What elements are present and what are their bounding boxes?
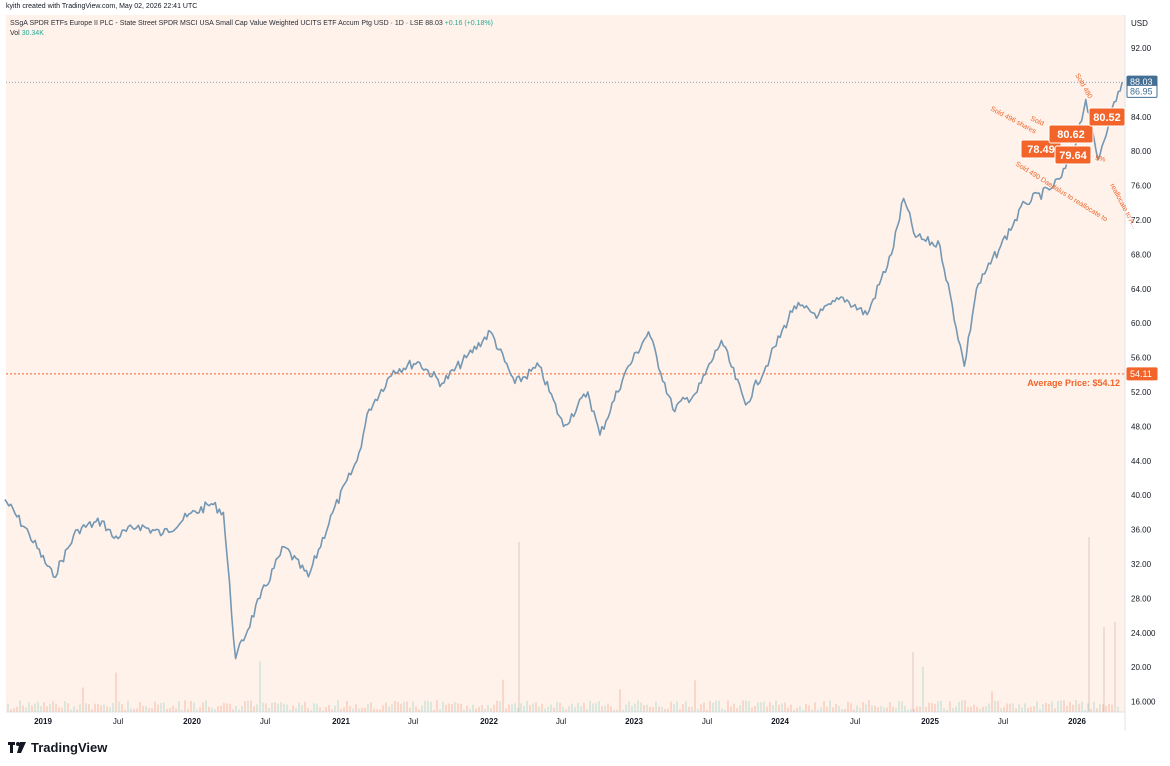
time-axis: 2019 Jul 2020 Jul 2021 Jul 2022 Jul 2023 Jul 2024 J… xyxy=(34,717,1086,726)
annotation-badge-label: 78.49 xyxy=(1027,144,1055,156)
x-tick-label: 2026 xyxy=(1068,717,1086,726)
price-tag-bg xyxy=(1126,367,1158,381)
trade-annotations: Sold 490 Daedalus to reallocate to Sold 4… xyxy=(989,73,1138,231)
y-tick-label: 84.00 xyxy=(1131,113,1152,122)
y-tick-label: 36.00 xyxy=(1131,526,1152,535)
price-series-line xyxy=(4,81,1123,660)
y-tick-label: 64.00 xyxy=(1131,285,1152,294)
y-tick-label: 76.00 xyxy=(1131,182,1152,191)
average-price-label: Average Price: $54.12 xyxy=(1027,378,1120,388)
x-tick-label: Jul xyxy=(260,717,270,726)
x-tick-label: 2021 xyxy=(332,717,350,726)
chart-caption: kyith created with TradingView.com, May … xyxy=(6,3,198,10)
price-tag-bg xyxy=(1126,84,1158,98)
annotation-badge[interactable]: 80.62 xyxy=(1048,124,1094,144)
y-tick-label: 68.00 xyxy=(1131,250,1152,259)
y-tick-label: 48.00 xyxy=(1131,422,1152,431)
symbol-title: SSgA SPDR ETFs Europe II PLC - State Str… xyxy=(10,20,424,27)
annotation-badge-bg xyxy=(1048,124,1094,144)
x-tick-label: Jul xyxy=(408,717,418,726)
x-tick-label: 2022 xyxy=(480,717,498,726)
annotation-badge-label: 80.52 xyxy=(1093,112,1121,124)
plot-area[interactable] xyxy=(6,15,1125,712)
y-tick-label: 56.00 xyxy=(1131,354,1152,363)
price-tag-label: 86.95 xyxy=(1130,86,1153,96)
annotation-badge[interactable]: 80.52 xyxy=(1088,107,1126,127)
volume-legend: Vol 30.34K xyxy=(10,30,44,37)
y-tick-label: 40.00 xyxy=(1131,491,1152,500)
x-tick-label: Jul xyxy=(850,717,860,726)
y-tick-label: 72.00 xyxy=(1131,216,1152,225)
x-tick-label: Jul xyxy=(113,717,123,726)
annotation-badge-label: 80.62 xyxy=(1057,129,1085,141)
tradingview-brand: TradingView xyxy=(31,740,108,755)
x-tick-label: 2024 xyxy=(771,717,789,726)
x-tick-label: Jul xyxy=(998,717,1008,726)
y-tick-label: 60.00 xyxy=(1131,319,1152,328)
price-change: +0.16 (+0.18%) xyxy=(444,20,493,27)
x-tick-label: 2019 xyxy=(34,717,52,726)
annotation-badge-bg xyxy=(1088,107,1126,127)
y-tick-label: 24.000 xyxy=(1131,629,1156,638)
volume-value: 30.34K xyxy=(21,30,44,37)
x-tick-label: Jul xyxy=(556,717,566,726)
tradingview-icon xyxy=(8,742,26,753)
price-tag-label: 54.11 xyxy=(1130,369,1152,379)
x-tick-label: 2023 xyxy=(625,717,643,726)
annotation-badge-bg xyxy=(1054,145,1092,165)
y-tick-label: 80.00 xyxy=(1131,147,1152,156)
symbol-header: SSgA SPDR ETFs Europe II PLC - State Str… xyxy=(10,20,493,27)
annotation-note: Sold 490 Daedalus to reallocate to xyxy=(1014,161,1109,224)
x-tick-label: 2025 xyxy=(921,717,939,726)
y-tick-label: 92.00 xyxy=(1131,44,1152,53)
tradingview-logo[interactable]: TradingView xyxy=(8,740,107,755)
current-price: 88.03 xyxy=(425,20,443,27)
volume-bars xyxy=(7,537,1119,712)
annotation-badge[interactable]: 79.64 xyxy=(1054,145,1092,165)
price-tag-label: 88.03 xyxy=(1130,77,1153,87)
annotation-note: Sold 480 xyxy=(1073,73,1093,101)
annotation-badge-label: 79.64 xyxy=(1059,150,1087,162)
currency-label: USD xyxy=(1131,19,1148,28)
x-tick-label: Jul xyxy=(702,717,712,726)
y-tick-label: 16.000 xyxy=(1131,698,1156,707)
svg-text:USD: USD xyxy=(1131,19,1148,28)
y-tick-label: 44.00 xyxy=(1131,457,1152,466)
y-tick-label: 32.00 xyxy=(1131,560,1152,569)
y-tick-label: 52.00 xyxy=(1131,388,1152,397)
annotation-note: 5% xyxy=(1095,155,1106,164)
y-tick-label: 20.00 xyxy=(1131,663,1152,672)
volume-label: Vol xyxy=(10,30,20,37)
x-tick-label: 2020 xyxy=(183,717,201,726)
y-tick-label: 28.00 xyxy=(1131,594,1152,603)
